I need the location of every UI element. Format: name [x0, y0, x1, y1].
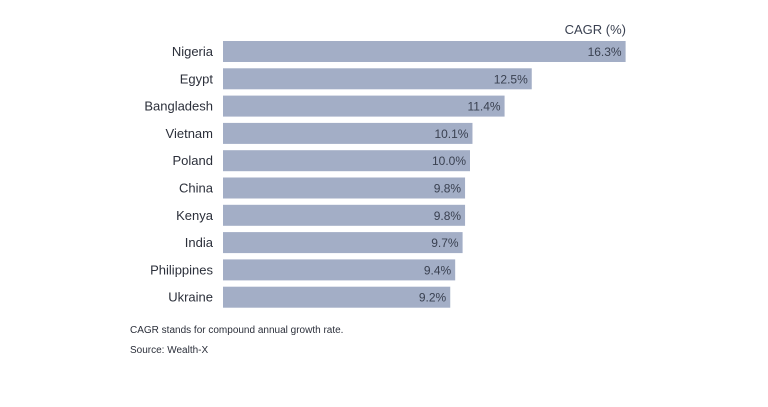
value-label-kenya: 9.8%	[434, 209, 462, 223]
footnote-cagr: CAGR stands for compound annual growth r…	[130, 325, 344, 336]
bar-vietnam	[223, 122, 473, 144]
bar-poland	[223, 150, 470, 172]
bar-nigeria	[223, 41, 626, 62]
category-label-vietnam: Vietnam	[166, 126, 213, 141]
value-label-vietnam: 10.1%	[434, 127, 468, 141]
value-label-bangladesh: 11.4%	[467, 100, 500, 114]
category-label-india: India	[185, 235, 214, 250]
value-label-india: 9.7%	[431, 236, 459, 250]
category-label-nigeria: Nigeria	[172, 44, 214, 59]
value-label-ukraine: 9.2%	[419, 291, 447, 305]
category-label-egypt: Egypt	[180, 71, 214, 86]
category-label-ukraine: Ukraine	[168, 290, 213, 305]
bar-china	[223, 177, 466, 199]
category-label-kenya: Kenya	[176, 208, 214, 223]
category-label-bangladesh: Bangladesh	[144, 99, 213, 114]
value-label-poland: 10.0%	[432, 154, 466, 168]
value-label-nigeria: 16.3%	[588, 45, 622, 59]
bar-ukraine	[223, 286, 451, 308]
value-label-egypt: 12.5%	[494, 72, 528, 86]
bar-kenya	[223, 204, 466, 226]
bar-philippines	[223, 259, 456, 281]
bar-india	[223, 232, 463, 254]
category-label-china: China	[179, 181, 214, 196]
value-label-china: 9.8%	[434, 182, 462, 196]
footnote-source: Source: Wealth-X	[130, 345, 209, 356]
bars-group: Nigeria 16.3% Egypt 12.5% Bangladesh 11.4% Vie…	[144, 41, 626, 308]
bar-bangladesh	[223, 95, 505, 117]
bar-egypt	[223, 68, 532, 90]
value-label-philippines: 9.4%	[424, 263, 452, 277]
category-label-poland: Poland	[173, 153, 213, 168]
category-label-philippines: Philippines	[150, 262, 213, 277]
series-header: CAGR (%)	[565, 22, 626, 37]
